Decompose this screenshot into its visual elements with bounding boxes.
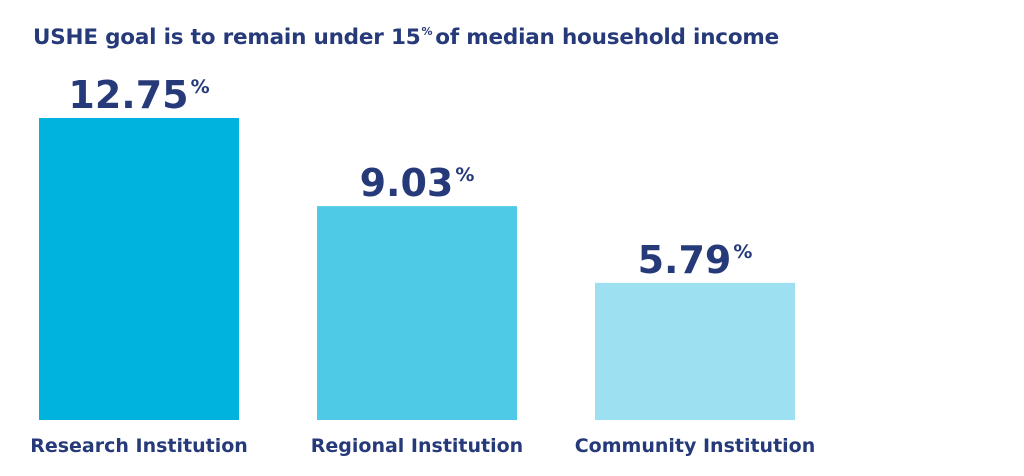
chart-title-percent: % [421,25,433,38]
bar-1 [39,118,239,420]
chart-title-main: USHE goal is to remain under 15 [33,25,421,50]
bar-3 [595,282,795,420]
bar-2 [317,206,517,420]
bar-value-label-1: 12.75% [68,73,209,117]
category-label-1: Research Institution [30,435,248,457]
category-label-3: Community Institution [575,435,816,457]
category-label-2: Regional Institution [311,435,523,457]
bar-value-label-2: 9.03% [360,161,475,205]
bar-value-label-3: 5.79% [638,238,753,282]
chart-title: USHE goal is to remain under 15% of media… [33,25,779,50]
chart-title-rest: of median household income [435,25,780,50]
